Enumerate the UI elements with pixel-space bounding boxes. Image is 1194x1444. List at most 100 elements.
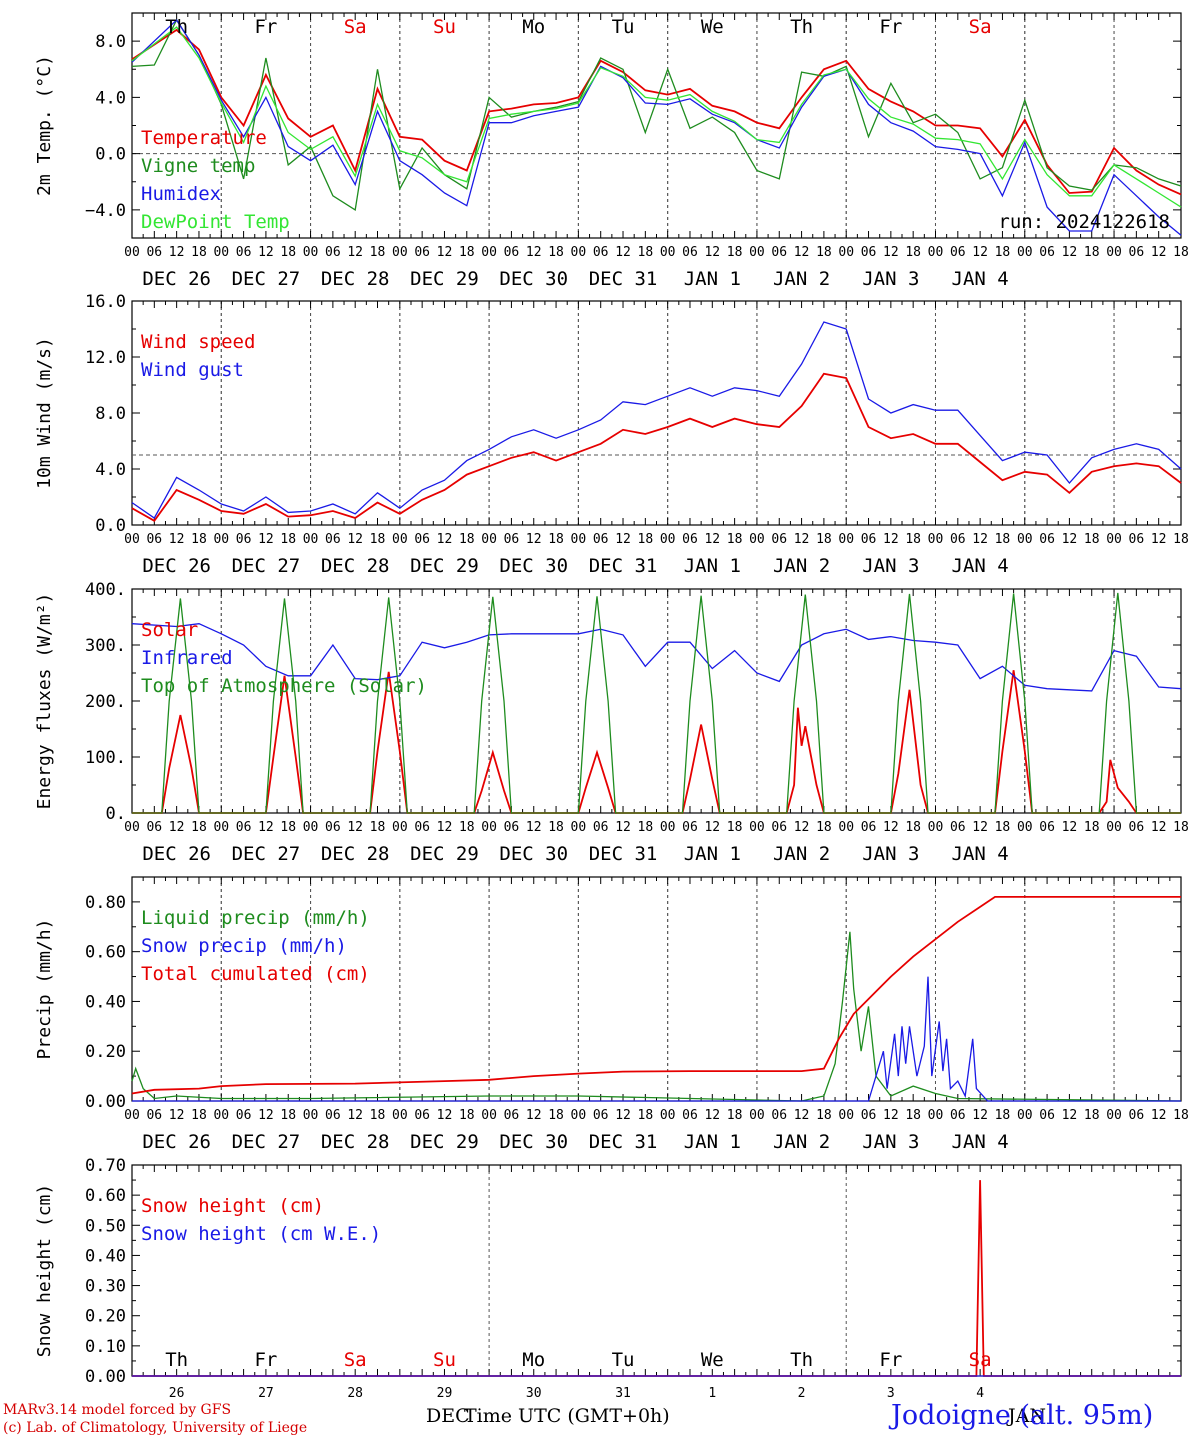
x-date-label: DEC 29 xyxy=(410,555,479,577)
x-hour-label: 06 xyxy=(325,820,341,835)
x-hour-label: 00 xyxy=(124,245,140,260)
x-hour-label: 00 xyxy=(1017,532,1033,547)
plot-frame xyxy=(131,300,1182,526)
x-hour-label: 18 xyxy=(370,245,386,260)
x-hour-label: 00 xyxy=(1106,532,1122,547)
day-abbr-label: Su xyxy=(433,16,456,38)
x-hour-label: 06 xyxy=(861,1108,877,1123)
x-hour-label: 12 xyxy=(169,1108,185,1123)
y-tick-label: 0.50 xyxy=(85,1216,126,1236)
x-hour-label: 12 xyxy=(1151,245,1167,260)
y-tick-label: 0.70 xyxy=(85,1156,126,1176)
x-hour-label: 06 xyxy=(325,245,341,260)
x-hour-label: 18 xyxy=(638,532,654,547)
x-hour-label: 06 xyxy=(1129,820,1145,835)
x-hour-label: 18 xyxy=(995,820,1011,835)
x-date-label: DEC 30 xyxy=(499,843,568,865)
day-abbr-label: Fr xyxy=(254,1349,277,1371)
x-hour-label: 06 xyxy=(504,1108,520,1123)
x-date-label: DEC 30 xyxy=(499,555,568,577)
x-hour-label: 00 xyxy=(124,532,140,547)
x-date-label: DEC 26 xyxy=(142,268,211,290)
x-hour-label: 12 xyxy=(1151,1108,1167,1123)
legend-label: Total cumulated (cm) xyxy=(141,963,370,985)
x-date-label: JAN 4 xyxy=(952,1131,1009,1153)
x-date-label: JAN 4 xyxy=(952,843,1009,865)
y-axis-label: 2m Temp. (°C) xyxy=(34,55,55,196)
y-tick-label: 8.0 xyxy=(95,32,126,52)
x-date-label: JAN 3 xyxy=(862,555,919,577)
x-hour-label: 12 xyxy=(615,532,631,547)
x-hour-label: 18 xyxy=(1173,245,1189,260)
x-date-label: JAN 1 xyxy=(684,268,741,290)
x-hour-label: 06 xyxy=(414,820,430,835)
x-date-label: DEC 27 xyxy=(232,268,301,290)
x-hour-label: 12 xyxy=(794,1108,810,1123)
x-hour-label: 00 xyxy=(749,245,765,260)
x-hour-label: 06 xyxy=(682,1108,698,1123)
x-hour-label: 12 xyxy=(615,1108,631,1123)
y-tick-label: 400. xyxy=(85,580,126,600)
x-hour-label: 18 xyxy=(459,532,475,547)
x-hour-label: 00 xyxy=(213,532,229,547)
x-hour-label: 06 xyxy=(861,245,877,260)
x-hour-label: 00 xyxy=(1106,245,1122,260)
x-hour-label: 18 xyxy=(1173,1108,1189,1123)
day-number-label: 1 xyxy=(708,1386,716,1401)
x-hour-label: 06 xyxy=(1039,1108,1055,1123)
x-hour-label: 00 xyxy=(392,820,408,835)
x-hour-label: 12 xyxy=(526,1108,542,1123)
model-credit: MARv3.14 model forced by GFS xyxy=(3,1402,232,1418)
x-hour-label: 06 xyxy=(593,820,609,835)
day-number-label: 3 xyxy=(887,1386,895,1401)
x-hour-label: 12 xyxy=(1062,820,1078,835)
x-hour-label: 18 xyxy=(280,1108,296,1123)
y-tick-label: 0.60 xyxy=(85,943,126,963)
x-hour-label: 12 xyxy=(437,1108,453,1123)
day-abbr-label: Su xyxy=(433,1349,456,1371)
x-hour-label: 06 xyxy=(236,532,252,547)
x-hour-label: 12 xyxy=(437,532,453,547)
x-hour-label: 06 xyxy=(861,820,877,835)
x-hour-label: 12 xyxy=(258,532,274,547)
x-date-label: DEC 31 xyxy=(589,1131,658,1153)
plot-frame xyxy=(131,12,1182,239)
y-tick-label: 8.0 xyxy=(95,404,126,424)
x-date-label: DEC 28 xyxy=(321,1131,390,1153)
x-hour-label: 00 xyxy=(1106,1108,1122,1123)
x-hour-label: 00 xyxy=(571,245,587,260)
x-hour-label: 00 xyxy=(481,820,497,835)
y-tick-label: 12.0 xyxy=(85,348,126,368)
x-date-label: DEC 28 xyxy=(321,555,390,577)
x-hour-label: 00 xyxy=(392,245,408,260)
legend-label: Solar xyxy=(141,619,198,641)
legend-label: Top of Atmosphere (Solar) xyxy=(141,675,427,697)
day-abbr-label: Th xyxy=(165,16,188,38)
x-hour-label: 00 xyxy=(571,1108,587,1123)
x-hour-label: 18 xyxy=(1084,245,1100,260)
x-hour-label: 06 xyxy=(771,245,787,260)
legend-label: Humidex xyxy=(141,183,221,205)
x-hour-label: 00 xyxy=(124,820,140,835)
legend-label: Vigne temp xyxy=(141,155,255,177)
x-hour-label: 06 xyxy=(950,532,966,547)
x-hour-label: 06 xyxy=(682,820,698,835)
day-number-label: 27 xyxy=(258,1386,274,1401)
chart-panel-3: 0. 100. 200. 300. 400. Energy fluxes (W/m²) So… xyxy=(34,580,1189,865)
x-hour-label: 18 xyxy=(995,245,1011,260)
series-line-snow-precip-mm-h- xyxy=(132,976,1181,1102)
x-date-label: JAN 2 xyxy=(773,1131,830,1153)
x-hour-label: 18 xyxy=(370,820,386,835)
x-hour-label: 00 xyxy=(749,1108,765,1123)
x-hour-label: 12 xyxy=(526,820,542,835)
y-tick-label: 300. xyxy=(85,636,126,656)
day-abbr-label: Sa xyxy=(344,16,367,38)
series-line-temperature xyxy=(131,28,1182,196)
y-tick-label: 200. xyxy=(85,692,126,712)
day-number-label: 26 xyxy=(169,1386,185,1401)
x-hour-label: 06 xyxy=(236,245,252,260)
x-date-label: JAN 3 xyxy=(862,843,919,865)
x-hour-label: 18 xyxy=(370,532,386,547)
y-tick-label: 0.80 xyxy=(85,893,126,913)
y-tick-label: 0.40 xyxy=(85,992,126,1012)
